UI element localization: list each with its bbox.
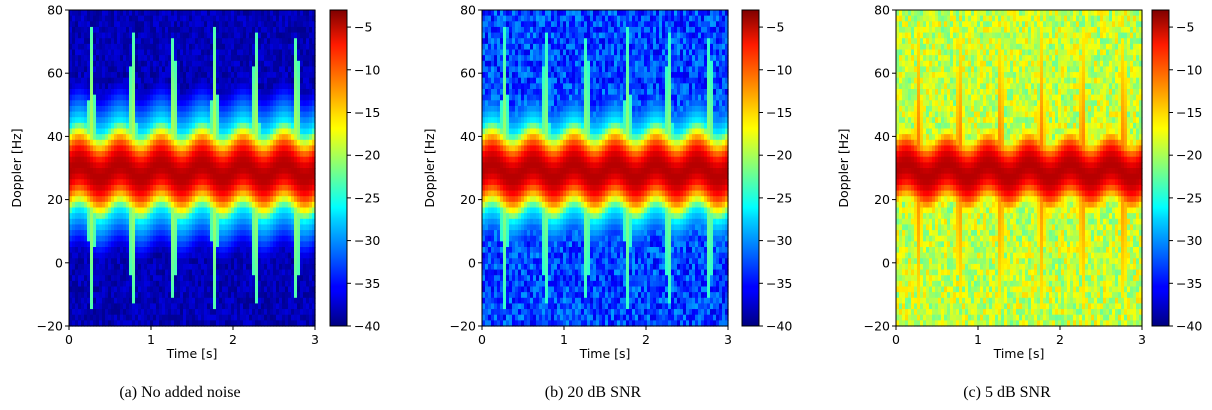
y-tick-label: −20 <box>37 319 63 334</box>
heatmap <box>482 10 729 327</box>
colorbar <box>330 10 347 326</box>
heatmap <box>69 10 316 327</box>
y-tick-label: 80 <box>47 3 63 18</box>
colorbar-tick-label: −20 <box>354 148 380 163</box>
y-tick-label: 60 <box>47 66 63 81</box>
x-tick-label: 0 <box>65 332 73 347</box>
y-tick-label: 20 <box>47 192 63 207</box>
colorbar-tick-label: −25 <box>354 190 380 205</box>
colorbar-tick-label: −30 <box>354 233 380 248</box>
subfigure-caption: (a) No added noise <box>119 384 240 401</box>
colorbar-tick-label: −40 <box>354 319 380 334</box>
x-tick-label: 2 <box>229 332 237 347</box>
y-tick-label: 0 <box>55 255 63 270</box>
y-tick-label: 40 <box>47 129 63 144</box>
y-axis-label: Doppler [Hz] <box>9 128 24 207</box>
colorbar-tick-label: −5 <box>354 20 372 35</box>
colorbar-tick-label: −35 <box>354 276 380 291</box>
x-tick-label: 3 <box>311 332 319 347</box>
colorbar-tick-label: −10 <box>354 62 380 77</box>
x-axis-label: Time [s] <box>166 346 218 361</box>
x-tick-label: 1 <box>147 332 155 347</box>
colorbar-tick-label: −15 <box>354 105 380 120</box>
